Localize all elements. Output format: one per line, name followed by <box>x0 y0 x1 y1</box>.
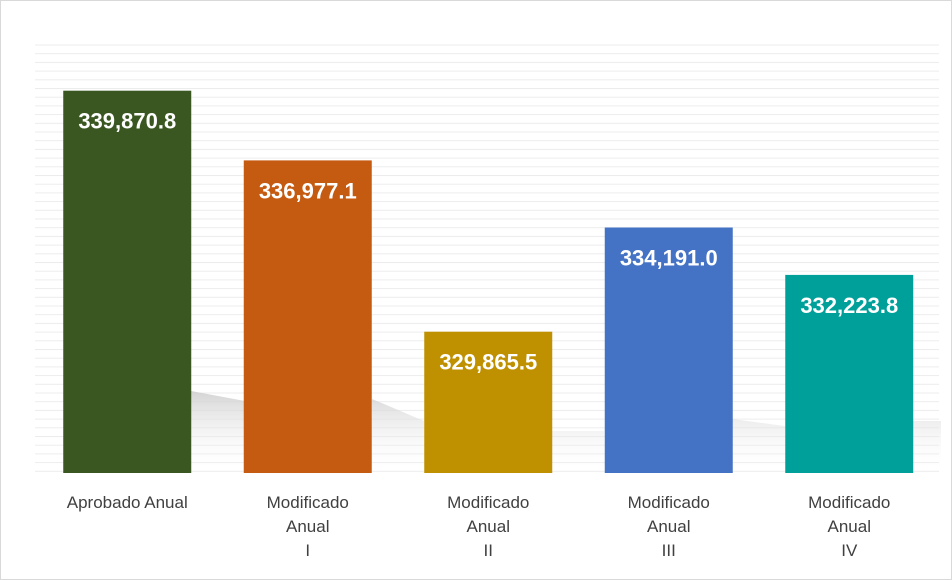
value-label: 336,977.1 <box>259 178 357 203</box>
bar <box>424 331 553 473</box>
x-tick-label: Modificado Anual III <box>627 493 710 560</box>
value-label: 334,191.0 <box>620 246 718 271</box>
value-label: 329,865.5 <box>439 350 537 375</box>
bar <box>63 90 192 473</box>
x-tick-label: Modificado Anual I <box>266 493 349 560</box>
shadow <box>191 391 941 473</box>
bar <box>604 227 733 473</box>
bar <box>243 160 372 474</box>
x-tick-label: Aprobado Anual <box>66 493 188 512</box>
x-tick-label: Modificado Anual II <box>447 493 530 560</box>
bar <box>785 274 914 473</box>
x-tick-label: Modificado Anual IV <box>808 493 891 560</box>
value-label: 339,870.8 <box>78 109 176 134</box>
value-label: 332,223.8 <box>800 293 898 318</box>
